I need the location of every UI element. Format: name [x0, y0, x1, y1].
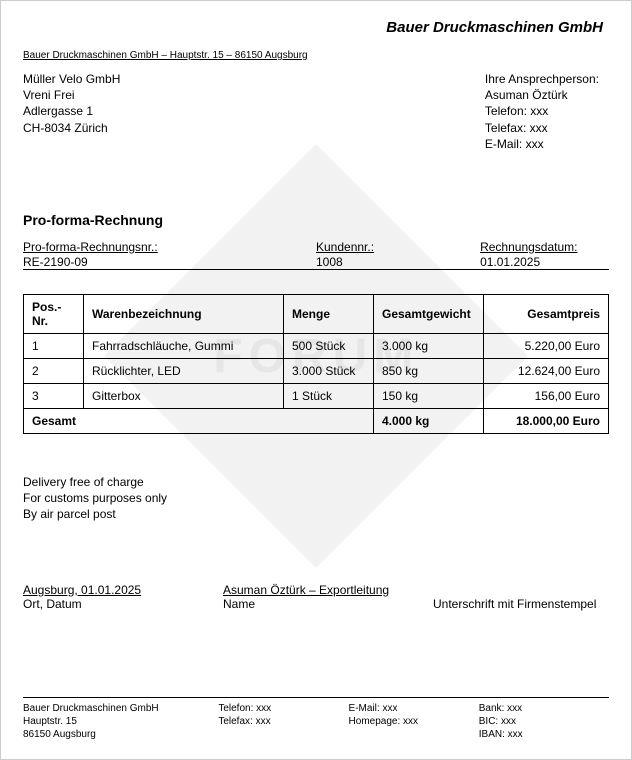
contact-label: Ihre Ansprechperson:	[485, 71, 599, 87]
items-table: Pos.-Nr. Warenbezeichnung Menge Gesamtge…	[23, 294, 609, 434]
meta-invoice-value: RE-2190-09	[23, 254, 316, 270]
content: Bauer Druckmaschinen GmbH Bauer Druckmas…	[23, 19, 609, 611]
sender-line: Bauer Druckmaschinen GmbH – Hauptstr. 15…	[23, 50, 609, 61]
note-line-1: Delivery free of charge	[23, 474, 609, 490]
cell-price: 5.220,00 Euro	[484, 333, 609, 358]
cell-desc: Fahrradschläuche, Gummi	[84, 333, 284, 358]
cell-pos: 3	[24, 383, 84, 408]
cell-price: 156,00 Euro	[484, 383, 609, 408]
cell-price: 12.624,00 Euro	[484, 358, 609, 383]
footer-street: Hauptstr. 15	[23, 715, 218, 728]
footer-col-1: Bauer Druckmaschinen GmbH Hauptstr. 15 8…	[23, 702, 218, 741]
table-row: 1Fahrradschläuche, Gummi500 Stück3.000 k…	[24, 333, 609, 358]
meta-customer-label: Kundennr.:	[316, 240, 480, 254]
label-place-date: Ort, Datum	[23, 597, 223, 611]
table-row: 2Rücklichter, LED3.000 Stück850 kg12.624…	[24, 358, 609, 383]
recipient-block: Müller Velo GmbH Vreni Frei Adlergasse 1…	[23, 71, 120, 152]
total-label: Gesamt	[24, 408, 374, 433]
contact-block: Ihre Ansprechperson: Asuman Öztürk Telef…	[485, 71, 609, 152]
recipient-person: Vreni Frei	[23, 87, 120, 103]
cell-desc: Rücklichter, LED	[84, 358, 284, 383]
footer-col-4: Bank: xxx BIC: xxx IBAN: xxx	[479, 702, 609, 741]
sign-name: Asuman Öztürk – Exportleitung	[223, 583, 433, 597]
footer-fax: Telefax: xxx	[218, 715, 348, 728]
contact-fax: Telefax: xxx	[485, 120, 599, 136]
recipient-street: Adlergasse 1	[23, 103, 120, 119]
sign-stamp-area	[433, 583, 609, 597]
label-name: Name	[223, 597, 433, 611]
cell-weight: 850 kg	[374, 358, 484, 383]
cell-weight: 150 kg	[374, 383, 484, 408]
meta-customer-value: 1008	[316, 254, 480, 270]
th-pos: Pos.-Nr.	[24, 294, 84, 333]
recipient-name: Müller Velo GmbH	[23, 71, 120, 87]
footer: Bauer Druckmaschinen GmbH Hauptstr. 15 8…	[23, 697, 609, 741]
th-weight: Gesamtgewicht	[374, 294, 484, 333]
th-desc: Warenbezeichnung	[84, 294, 284, 333]
table-row: 3Gitterbox1 Stück150 kg156,00 Euro	[24, 383, 609, 408]
th-qty: Menge	[284, 294, 374, 333]
meta-date-label: Rechnungsdatum:	[480, 240, 609, 254]
footer-company: Bauer Druckmaschinen GmbH	[23, 702, 218, 715]
cell-pos: 1	[24, 333, 84, 358]
contact-email: E-Mail: xxx	[485, 136, 599, 152]
footer-city: 86150 Augsburg	[23, 728, 218, 741]
footer-bic: BIC: xxx	[479, 715, 609, 728]
meta-date-value: 01.01.2025	[480, 254, 609, 270]
cell-qty: 500 Stück	[284, 333, 374, 358]
signature-values: Augsburg, 01.01.2025 Asuman Öztürk – Exp…	[23, 583, 609, 597]
sign-place-date: Augsburg, 01.01.2025	[23, 583, 223, 597]
footer-col-3: E-Mail: xxx Homepage: xxx	[349, 702, 479, 741]
footer-email: E-Mail: xxx	[349, 702, 479, 715]
th-price: Gesamtpreis	[484, 294, 609, 333]
cell-qty: 3.000 Stück	[284, 358, 374, 383]
document-title: Pro-forma-Rechnung	[23, 212, 609, 228]
note-line-2: For customs purposes only	[23, 490, 609, 506]
footer-phone: Telefon: xxx	[218, 702, 348, 715]
address-row: Müller Velo GmbH Vreni Frei Adlergasse 1…	[23, 71, 609, 152]
company-title: Bauer Druckmaschinen GmbH	[23, 19, 609, 36]
total-weight: 4.000 kg	[374, 408, 484, 433]
contact-phone: Telefon: xxx	[485, 103, 599, 119]
total-price: 18.000,00 Euro	[484, 408, 609, 433]
recipient-city: CH-8034 Zürich	[23, 120, 120, 136]
footer-bank: Bank: xxx	[479, 702, 609, 715]
cell-weight: 3.000 kg	[374, 333, 484, 358]
cell-desc: Gitterbox	[84, 383, 284, 408]
cell-pos: 2	[24, 358, 84, 383]
signature-labels: Ort, Datum Name Unterschrift mit Firmens…	[23, 597, 609, 611]
page: FORUM Bauer Druckmaschinen GmbH Bauer Dr…	[0, 0, 632, 760]
note-line-3: By air parcel post	[23, 506, 609, 522]
meta-table: Pro-forma-Rechnungsnr.: Kundennr.: Rechn…	[23, 240, 609, 270]
cell-qty: 1 Stück	[284, 383, 374, 408]
meta-invoice-label: Pro-forma-Rechnungsnr.:	[23, 240, 316, 254]
footer-iban: IBAN: xxx	[479, 728, 609, 741]
notes-block: Delivery free of charge For customs purp…	[23, 474, 609, 523]
footer-homepage: Homepage: xxx	[349, 715, 479, 728]
label-sign: Unterschrift mit Firmenstempel	[433, 597, 609, 611]
contact-person: Asuman Öztürk	[485, 87, 599, 103]
footer-col-2: Telefon: xxx Telefax: xxx	[218, 702, 348, 741]
